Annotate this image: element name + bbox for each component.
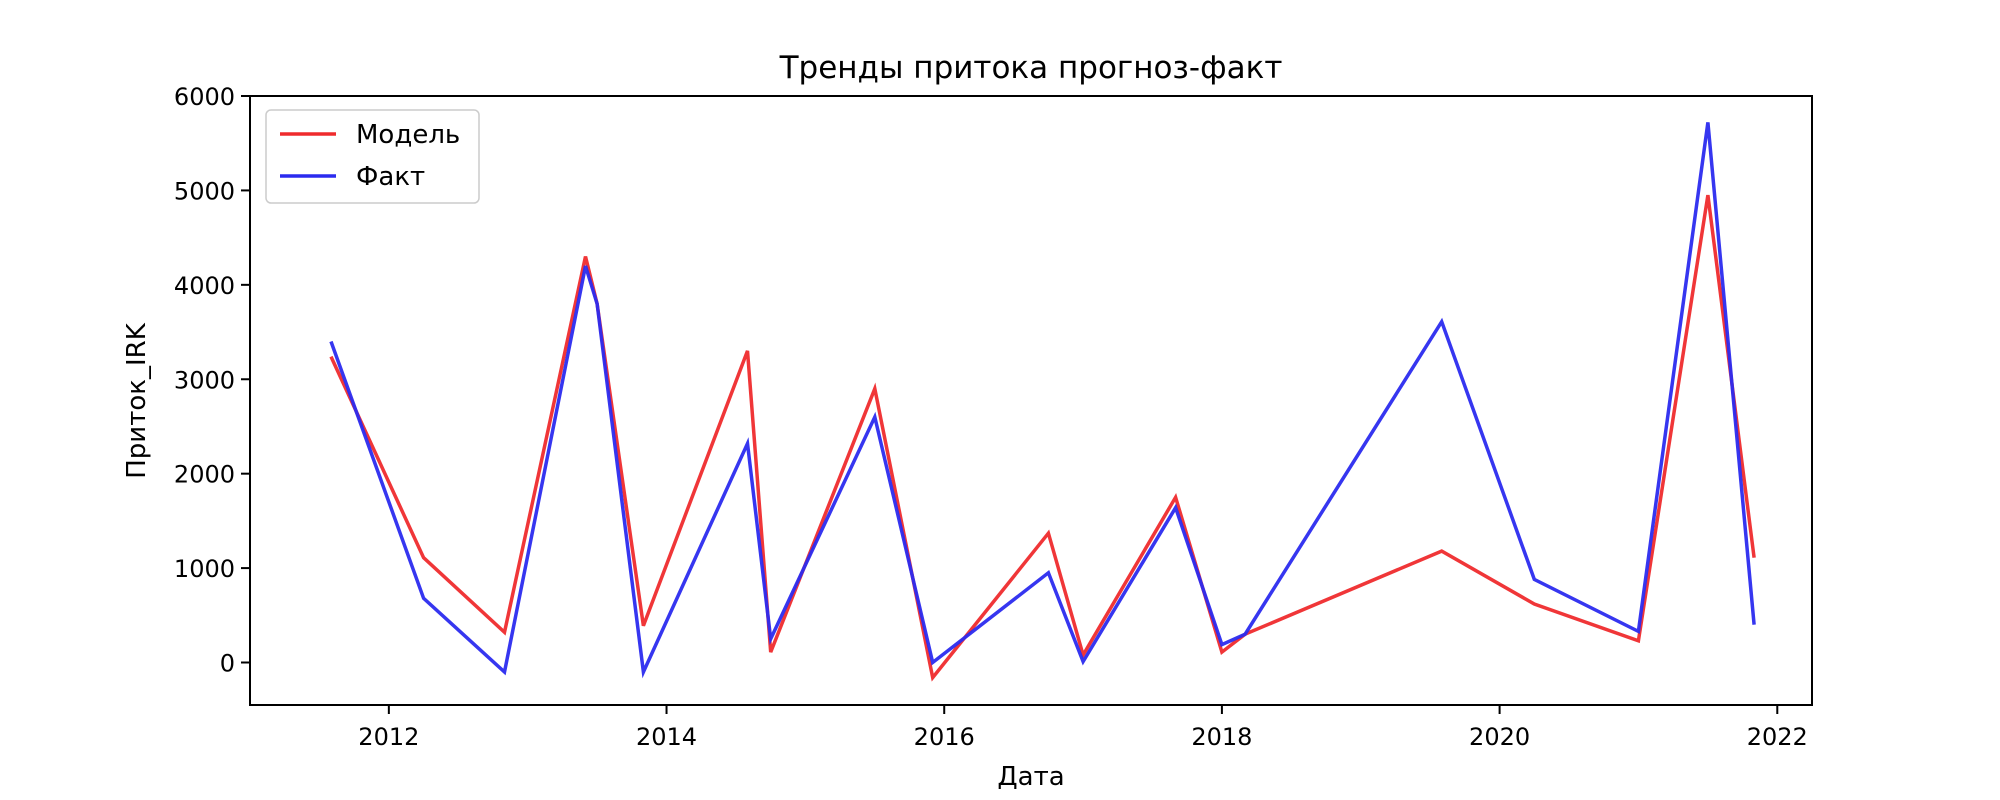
series-line-model (329, 194, 1756, 682)
y-tick-label: 0 (220, 650, 235, 678)
x-tick-label: 2014 (636, 723, 697, 751)
y-tick-label: 3000 (174, 366, 235, 394)
y-tick-label: 5000 (174, 177, 235, 205)
x-tick-label: 2020 (1469, 723, 1530, 751)
series-layer (329, 122, 1756, 682)
chart-title: Тренды притока прогноз-факт (779, 50, 1283, 86)
ticks-layer: 2012 2014 2016 2018 2020 2022 0 1000 2000 3000 400… (174, 83, 1808, 751)
series-line-fact (329, 122, 1756, 679)
y-tick-label: 6000 (174, 83, 235, 111)
y-tick-label: 1000 (174, 555, 235, 583)
plot-frame (249, 95, 1813, 706)
legend-label-fact: Факт (356, 162, 425, 192)
legend: Модель Факт (265, 109, 480, 204)
legend-label-model: Модель (356, 120, 460, 150)
x-axis-title: Дата (997, 762, 1064, 792)
x-tick-label: 2016 (914, 723, 975, 751)
y-tick-label: 4000 (174, 272, 235, 300)
y-tick-label: 2000 (174, 461, 235, 489)
x-tick-label: 2018 (1191, 723, 1252, 751)
x-tick-label: 2012 (358, 723, 419, 751)
x-tick-label: 2022 (1747, 723, 1808, 751)
y-axis-title: Приток_IRK (122, 322, 152, 478)
